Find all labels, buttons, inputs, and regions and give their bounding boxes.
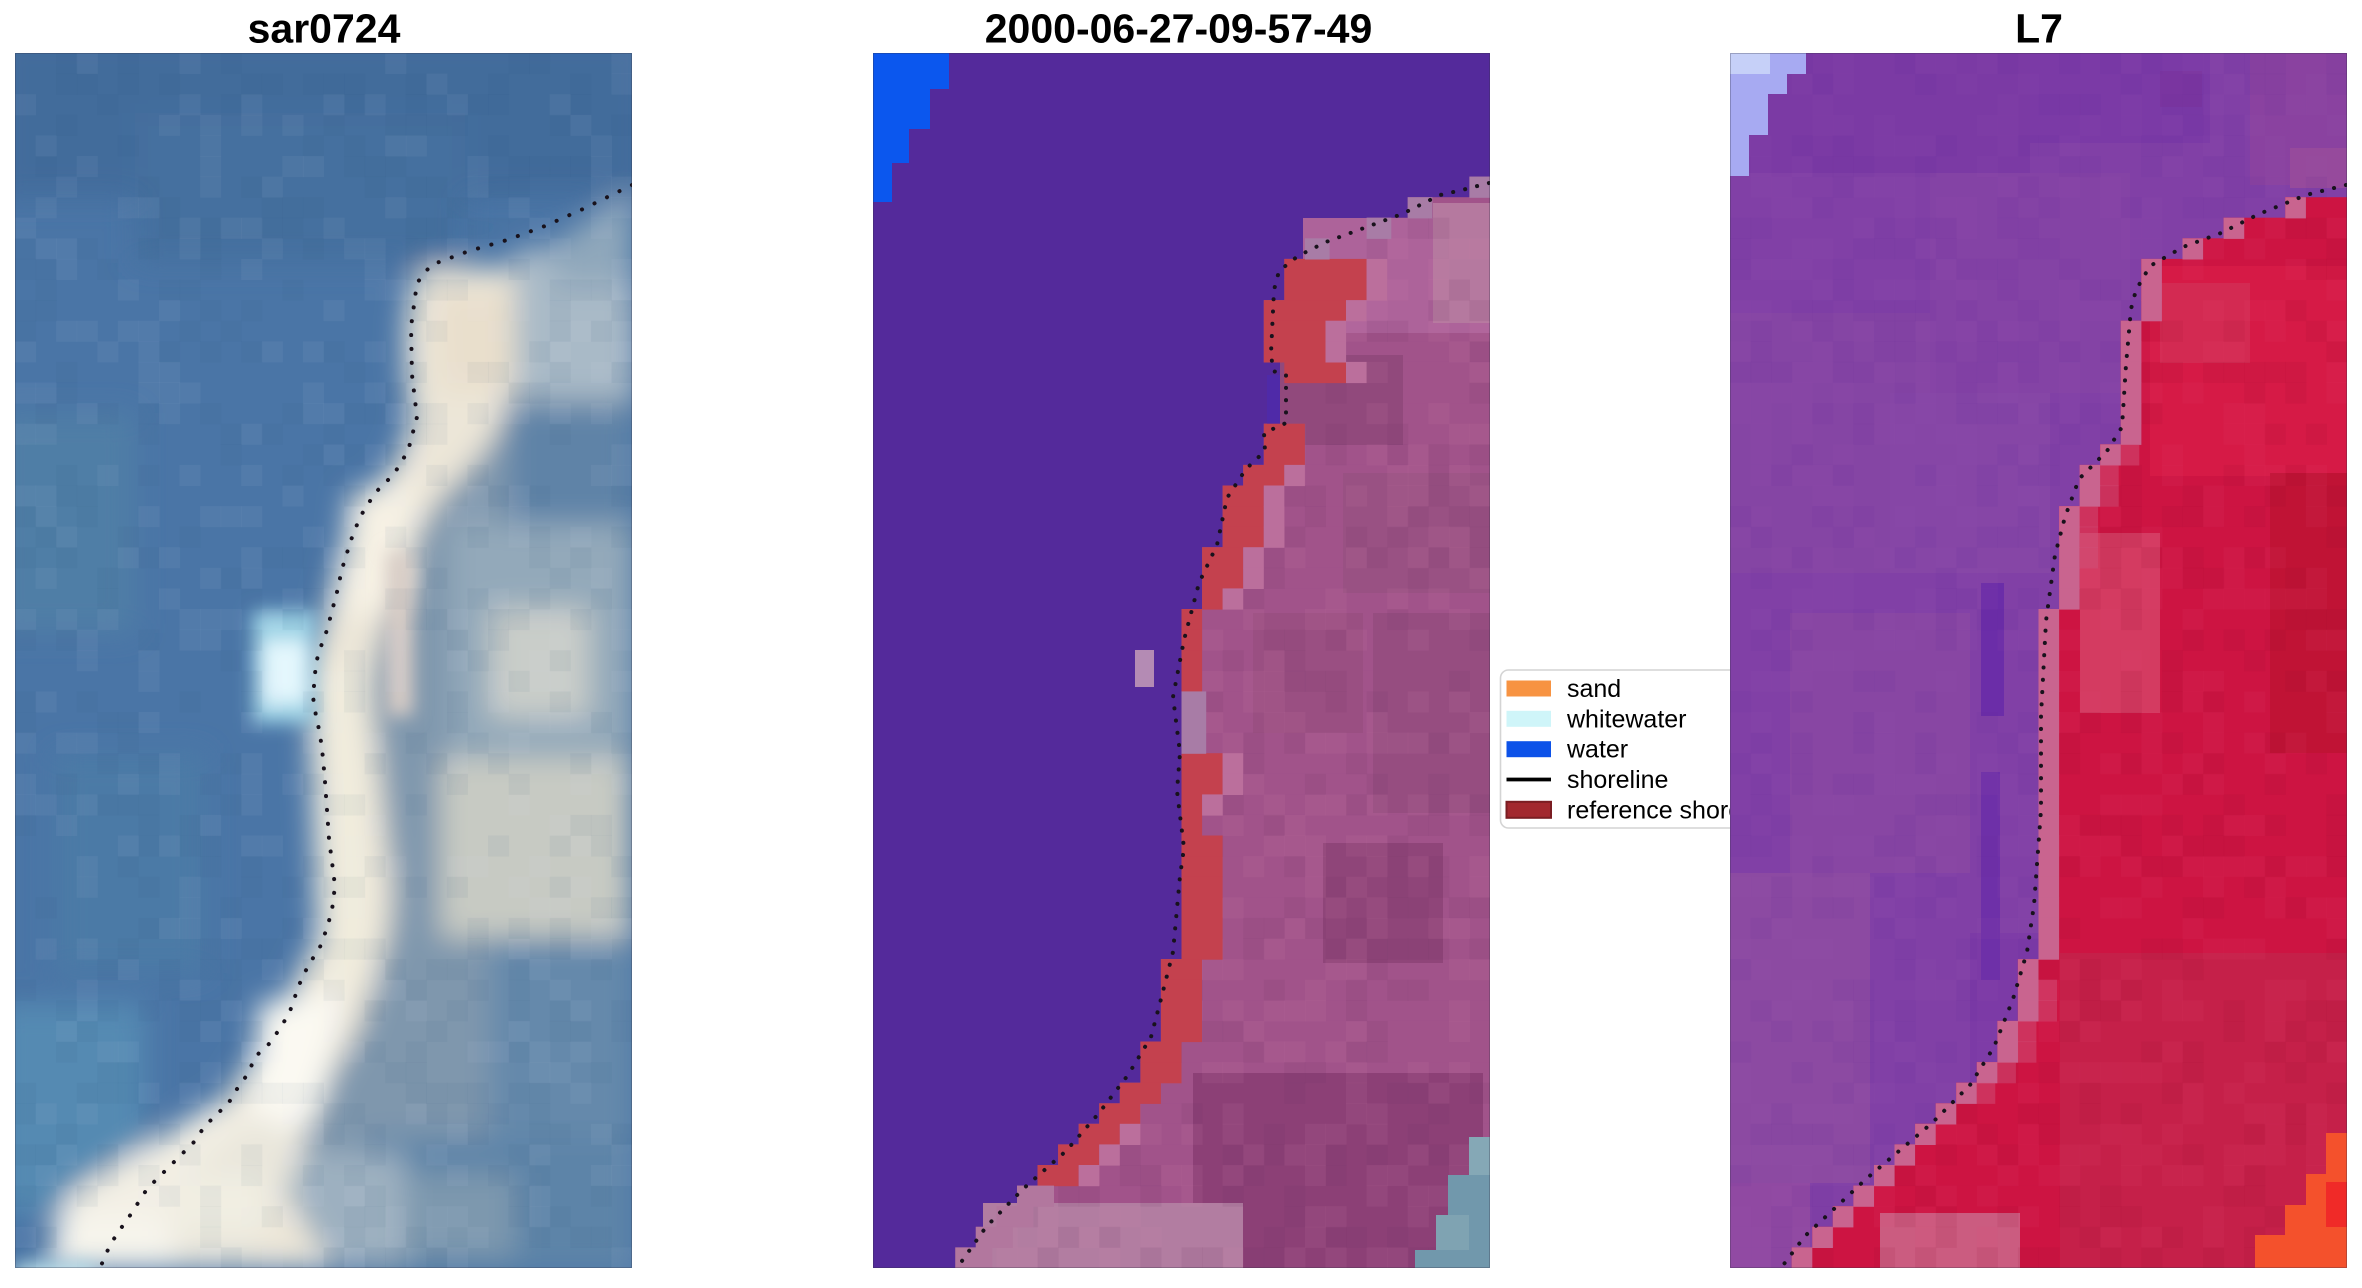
svg-text:sand: sand bbox=[1567, 675, 1621, 703]
svg-text:whitewater: whitewater bbox=[1566, 705, 1687, 733]
svg-text:2000-06-27-09-57-49: 2000-06-27-09-57-49 bbox=[985, 6, 1373, 52]
svg-text:shoreline: shoreline bbox=[1567, 766, 1668, 794]
svg-text:sar0724: sar0724 bbox=[248, 6, 401, 52]
svg-text:water: water bbox=[1566, 736, 1628, 764]
svg-text:L7: L7 bbox=[2015, 6, 2063, 52]
